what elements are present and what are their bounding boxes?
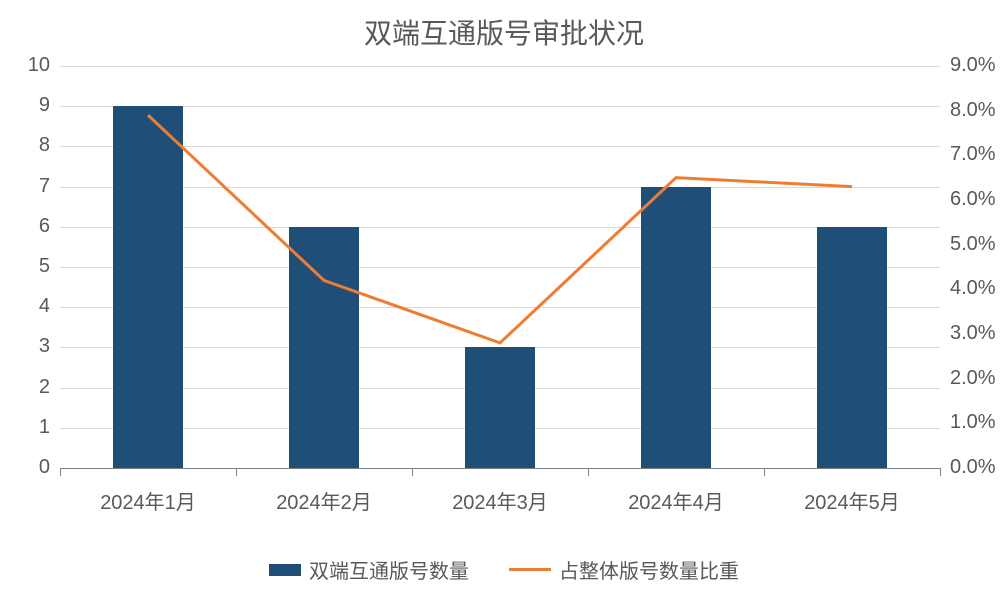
y-left-label: 10 <box>0 54 50 77</box>
y-left-label: 8 <box>0 134 50 157</box>
legend-label-bars: 双端互通版号数量 <box>309 555 469 584</box>
y-right-label: 5.0% <box>950 233 996 256</box>
y-right-label: 9.0% <box>950 54 996 77</box>
y-right-label: 1.0% <box>950 411 996 434</box>
y-left-label: 3 <box>0 335 50 358</box>
x-tick <box>764 468 765 476</box>
chart-title: 双端互通版号审批状况 <box>0 12 1008 52</box>
legend-label-line: 占整体版号数量比重 <box>559 555 739 584</box>
x-tick <box>588 468 589 476</box>
y-right-label: 3.0% <box>950 322 996 345</box>
y-left-label: 0 <box>0 456 50 479</box>
legend: 双端互通版号数量 占整体版号数量比重 <box>0 555 1008 584</box>
legend-item-line: 占整体版号数量比重 <box>509 555 739 584</box>
y-left-label: 1 <box>0 416 50 439</box>
y-right-label: 2.0% <box>950 367 996 390</box>
x-axis-label: 2024年2月 <box>236 486 412 515</box>
x-axis-label: 2024年4月 <box>588 486 764 515</box>
x-tick <box>940 468 941 476</box>
y-right-label: 8.0% <box>950 99 996 122</box>
y-left-label: 7 <box>0 175 50 198</box>
y-right-label: 0.0% <box>950 456 996 479</box>
y-left-label: 4 <box>0 295 50 318</box>
y-left-label: 9 <box>0 94 50 117</box>
line-series <box>148 115 852 343</box>
y-left-label: 5 <box>0 255 50 278</box>
x-tick <box>60 468 61 476</box>
x-tick <box>412 468 413 476</box>
x-tick <box>236 468 237 476</box>
y-left-label: 2 <box>0 376 50 399</box>
x-axis-label: 2024年1月 <box>60 486 236 515</box>
y-right-label: 4.0% <box>950 277 996 300</box>
legend-swatch-bar <box>269 564 301 576</box>
chart-container: 双端互通版号审批状况 双端互通版号数量 占整体版号数量比重 0 1 2 3 4 5 6 7 8 9… <box>0 0 1008 605</box>
x-axis-label: 2024年3月 <box>412 486 588 515</box>
line-layer <box>60 66 940 468</box>
y-left-label: 6 <box>0 215 50 238</box>
y-right-label: 7.0% <box>950 143 996 166</box>
x-axis-label: 2024年5月 <box>764 486 940 515</box>
y-right-label: 6.0% <box>950 188 996 211</box>
legend-item-bars: 双端互通版号数量 <box>269 555 469 584</box>
legend-swatch-line <box>509 568 551 571</box>
